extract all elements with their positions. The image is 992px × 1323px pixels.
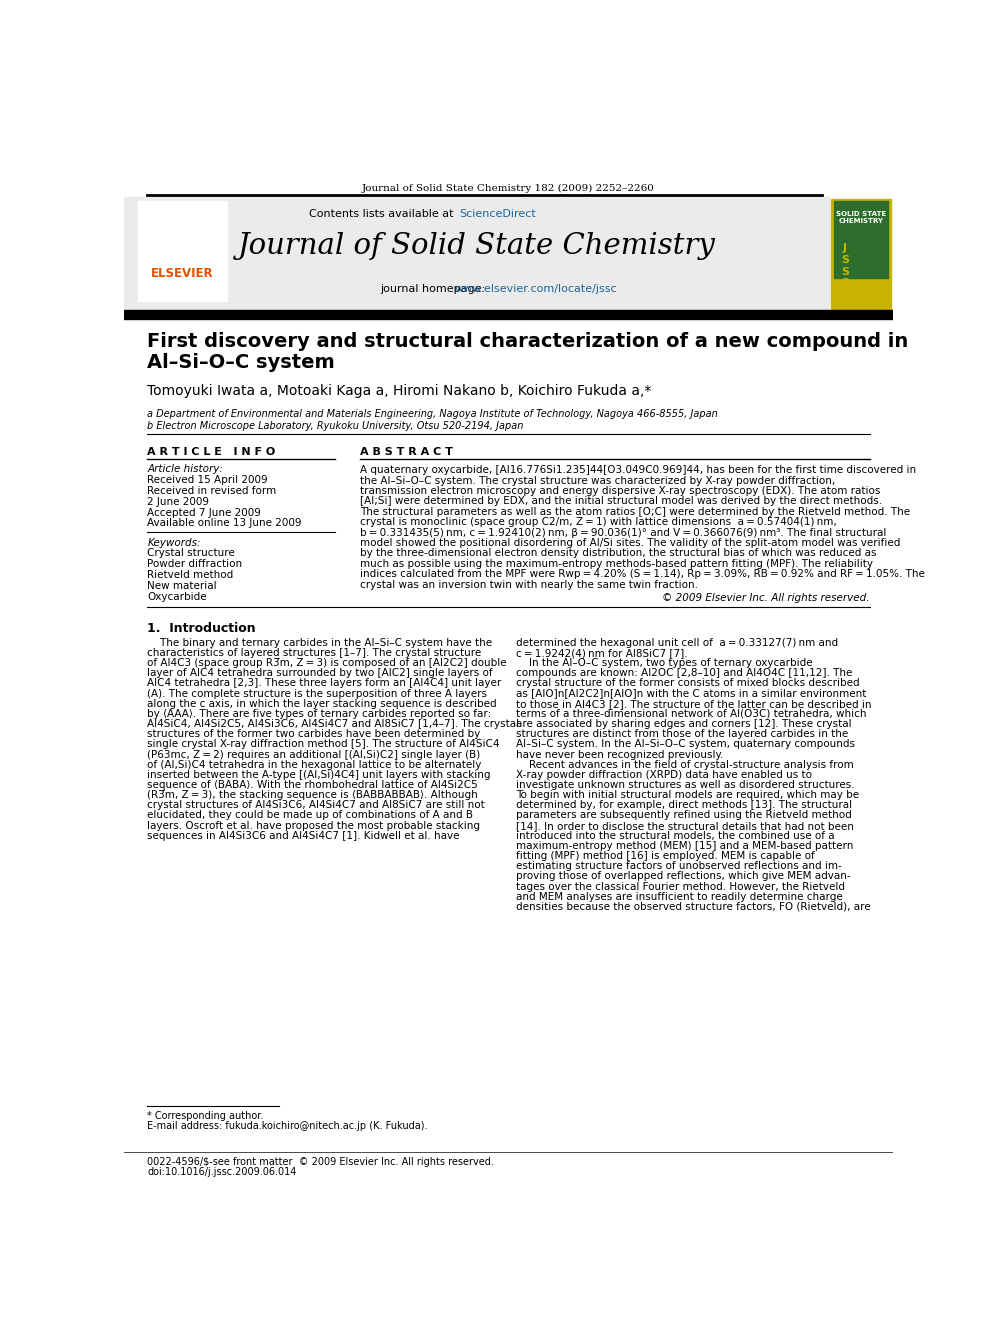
Text: c = 1.9242(4) nm for Al8SiC7 [7].: c = 1.9242(4) nm for Al8SiC7 [7].: [516, 648, 687, 658]
Text: Crystal structure: Crystal structure: [147, 548, 235, 558]
Text: sequence of ⟨BABA⟩. With the rhombohedral lattice of Al4Si2C5: sequence of ⟨BABA⟩. With the rhombohedra…: [147, 781, 478, 790]
Text: structures of the former two carbides have been determined by: structures of the former two carbides ha…: [147, 729, 480, 740]
Text: To begin with initial structural models are required, which may be: To begin with initial structural models …: [516, 790, 859, 800]
Text: J
S
S
C: J S S C: [840, 243, 849, 288]
Text: Powder diffraction: Powder diffraction: [147, 560, 242, 569]
Text: introduced into the structural models, the combined use of a: introduced into the structural models, t…: [516, 831, 835, 841]
Text: fitting (MPF) method [16] is employed. MEM is capable of: fitting (MPF) method [16] is employed. M…: [516, 851, 814, 861]
Text: compounds are known: Al2OC [2,8–10] and Al4O4C [11,12]. The: compounds are known: Al2OC [2,8–10] and …: [516, 668, 852, 679]
Text: parameters are subsequently refined using the Rietveld method: parameters are subsequently refined usin…: [516, 811, 852, 820]
Text: are associated by sharing edges and corners [12]. These crystal: are associated by sharing edges and corn…: [516, 718, 852, 729]
Text: characteristics of layered structures [1–7]. The crystal structure: characteristics of layered structures [1…: [147, 648, 481, 658]
Text: www.elsevier.com/locate/jssc: www.elsevier.com/locate/jssc: [454, 284, 617, 294]
Text: doi:10.1016/j.jssc.2009.06.014: doi:10.1016/j.jssc.2009.06.014: [147, 1167, 297, 1177]
Text: maximum-entropy method (MEM) [15] and a MEM-based pattern: maximum-entropy method (MEM) [15] and a …: [516, 841, 853, 851]
Text: (A). The complete structure is the superposition of three A layers: (A). The complete structure is the super…: [147, 688, 487, 699]
Text: ELSEVIER: ELSEVIER: [151, 266, 213, 279]
Text: to those in Al4C3 [2]. The structure of the latter can be described in: to those in Al4C3 [2]. The structure of …: [516, 699, 872, 709]
Text: proving those of overlapped reflections, which give MEM advan-: proving those of overlapped reflections,…: [516, 872, 851, 881]
Text: crystal structure of the former consists of mixed blocks described: crystal structure of the former consists…: [516, 679, 860, 688]
Text: b = 0.331435(5) nm, c = 1.92410(2) nm, β = 90.036(1)° and V = 0.366076(9) nm³. T: b = 0.331435(5) nm, c = 1.92410(2) nm, β…: [360, 528, 887, 537]
Text: 2 June 2009: 2 June 2009: [147, 497, 209, 507]
Text: A R T I C L E   I N F O: A R T I C L E I N F O: [147, 447, 276, 456]
Text: In the Al–O–C system, two types of ternary oxycarbide: In the Al–O–C system, two types of terna…: [516, 658, 812, 668]
Text: much as possible using the maximum-entropy methods-based pattern fitting (MPF). : much as possible using the maximum-entro…: [360, 558, 873, 569]
Text: layer of AlC4 tetrahedra surrounded by two [AlC2] single layers of: layer of AlC4 tetrahedra surrounded by t…: [147, 668, 493, 679]
Text: as [AlO]n[Al2C2]n[AlO]n with the C atoms in a similar environment: as [AlO]n[Al2C2]n[AlO]n with the C atoms…: [516, 688, 867, 699]
Text: sequences in Al4Si3C6 and Al4Si4C7 [1]. Kidwell et al. have: sequences in Al4Si3C6 and Al4Si4C7 [1]. …: [147, 831, 459, 841]
Text: determined the hexagonal unit cell of  a = 0.33127(7) nm and: determined the hexagonal unit cell of a …: [516, 638, 838, 648]
Text: densities because the observed structure factors, FO (Rietveld), are: densities because the observed structure…: [516, 902, 871, 912]
Text: Al4SiC4, Al4Si2C5, Al4Si3C6, Al4Si4C7 and Al8SiC7 [1,4–7]. The crystal: Al4SiC4, Al4Si2C5, Al4Si3C6, Al4Si4C7 an…: [147, 718, 520, 729]
Text: X-ray powder diffraction (XRPD) data have enabled us to: X-ray powder diffraction (XRPD) data hav…: [516, 770, 812, 779]
Text: Article history:: Article history:: [147, 464, 223, 475]
Text: Recent advances in the field of crystal-structure analysis from: Recent advances in the field of crystal-…: [516, 759, 854, 770]
Text: crystal structures of Al4Si3C6, Al4Si4C7 and Al8SiC7 are still not: crystal structures of Al4Si3C6, Al4Si4C7…: [147, 800, 485, 810]
Bar: [124, 197, 829, 308]
Bar: [124, 310, 893, 319]
Text: Tomoyuki Iwata a, Motoaki Kaga a, Hiromi Nakano b, Koichiro Fukuda a,*: Tomoyuki Iwata a, Motoaki Kaga a, Hiromi…: [147, 384, 652, 398]
Text: of (Al,Si)C4 tetrahedra in the hexagonal lattice to be alternately: of (Al,Si)C4 tetrahedra in the hexagonal…: [147, 759, 482, 770]
Text: single crystal X-ray diffraction method [5]. The structure of Al4SiC4: single crystal X-ray diffraction method …: [147, 740, 500, 749]
Text: A B S T R A C T: A B S T R A C T: [360, 447, 453, 456]
Text: tages over the classical Fourier method. However, the Rietveld: tages over the classical Fourier method.…: [516, 881, 845, 892]
Text: (R3̅m, Z = 3), the stacking sequence is ⟨BABBABBAB⟩. Although: (R3̅m, Z = 3), the stacking sequence is …: [147, 790, 478, 800]
Text: journal homepage:: journal homepage:: [380, 284, 488, 294]
Text: First discovery and structural characterization of a new compound in: First discovery and structural character…: [147, 332, 909, 351]
Text: Received 15 April 2009: Received 15 April 2009: [147, 475, 268, 486]
Text: b Electron Microscope Laboratory, Ryukoku University, Otsu 520-2194, Japan: b Electron Microscope Laboratory, Ryukok…: [147, 421, 524, 430]
Text: Oxycarbide: Oxycarbide: [147, 591, 207, 602]
Text: The binary and ternary carbides in the Al–Si–C system have the: The binary and ternary carbides in the A…: [147, 638, 492, 648]
Text: Accepted 7 June 2009: Accepted 7 June 2009: [147, 508, 261, 517]
Text: [Al;Si] were determined by EDX, and the initial structural model was derived by : [Al;Si] were determined by EDX, and the …: [360, 496, 883, 507]
Text: elucidated, they could be made up of combinations of A and B: elucidated, they could be made up of com…: [147, 811, 473, 820]
Text: Al–Si–O–C system: Al–Si–O–C system: [147, 353, 335, 372]
Text: crystal is monoclinic (space group C2/m, Z = 1) with lattice dimensions  a = 0.5: crystal is monoclinic (space group C2/m,…: [360, 517, 837, 527]
Text: structures are distinct from those of the layered carbides in the: structures are distinct from those of th…: [516, 729, 848, 740]
Text: along the c axis, in which the layer stacking sequence is described: along the c axis, in which the layer sta…: [147, 699, 497, 709]
Text: and MEM analyses are insufficient to readily determine charge: and MEM analyses are insufficient to rea…: [516, 892, 843, 902]
Text: estimating structure factors of unobserved reflections and im-: estimating structure factors of unobserv…: [516, 861, 842, 872]
Text: The structural parameters as well as the atom ratios [O;C] were determined by th: The structural parameters as well as the…: [360, 507, 911, 517]
Text: 1.  Introduction: 1. Introduction: [147, 622, 256, 635]
Text: terms of a three-dimensional network of Al(O3C) tetrahedra, which: terms of a three-dimensional network of …: [516, 709, 867, 718]
Text: crystal was an inversion twin with nearly the same twin fraction.: crystal was an inversion twin with nearl…: [360, 579, 698, 590]
Text: Keywords:: Keywords:: [147, 537, 200, 548]
Text: 0022-4596/$-see front matter  © 2009 Elsevier Inc. All rights reserved.: 0022-4596/$-see front matter © 2009 Else…: [147, 1158, 494, 1167]
Text: [14]. In order to disclose the structural details that had not been: [14]. In order to disclose the structura…: [516, 820, 854, 831]
Text: by ⟨AAA⟩. There are five types of ternary carbides reported so far:: by ⟨AAA⟩. There are five types of ternar…: [147, 709, 491, 718]
Text: Received in revised form: Received in revised form: [147, 486, 277, 496]
Text: © 2009 Elsevier Inc. All rights reserved.: © 2009 Elsevier Inc. All rights reserved…: [662, 593, 870, 603]
Text: Available online 13 June 2009: Available online 13 June 2009: [147, 519, 302, 528]
Text: ScienceDirect: ScienceDirect: [458, 209, 536, 218]
Text: Rietveld method: Rietveld method: [147, 570, 233, 579]
Text: Contents lists available at: Contents lists available at: [310, 209, 457, 218]
Text: Journal of Solid State Chemistry 182 (2009) 2252–2260: Journal of Solid State Chemistry 182 (20…: [362, 184, 655, 193]
Bar: [834, 201, 888, 278]
Text: E-mail address: fukuda.koichiro@nitech.ac.jp (K. Fukuda).: E-mail address: fukuda.koichiro@nitech.a…: [147, 1122, 428, 1131]
Text: A quaternary oxycarbide, [Al16.776Si1.235]44[O3.049C0.969]44, has been for the f: A quaternary oxycarbide, [Al16.776Si1.23…: [360, 466, 917, 475]
Text: investigate unknown structures as well as disordered structures.: investigate unknown structures as well a…: [516, 781, 855, 790]
Text: layers. Oscroft et al. have proposed the most probable stacking: layers. Oscroft et al. have proposed the…: [147, 820, 480, 831]
Bar: [138, 201, 227, 302]
Text: transmission electron microscopy and energy dispersive X-ray spectroscopy (EDX).: transmission electron microscopy and ene…: [360, 486, 881, 496]
Text: by the three-dimensional electron density distribution, the structural bias of w: by the three-dimensional electron densit…: [360, 548, 877, 558]
Text: Journal of Solid State Chemistry: Journal of Solid State Chemistry: [238, 232, 715, 259]
Text: model showed the positional disordering of Al/Si sites. The validity of the spli: model showed the positional disordering …: [360, 538, 901, 548]
Text: determined by, for example, direct methods [13]. The structural: determined by, for example, direct metho…: [516, 800, 852, 810]
Text: inserted between the A-type [(Al,Si)4C4] unit layers with stacking: inserted between the A-type [(Al,Si)4C4]…: [147, 770, 491, 779]
Text: New material: New material: [147, 581, 217, 591]
Bar: [831, 198, 891, 308]
Text: SOLID STATE
CHEMISTRY: SOLID STATE CHEMISTRY: [836, 212, 886, 224]
Text: AlC4 tetrahedra [2,3]. These three layers form an [Al4C4] unit layer: AlC4 tetrahedra [2,3]. These three layer…: [147, 679, 502, 688]
Text: indices calculated from the MPF were Rwp = 4.20% (S = 1.14), Rp = 3.09%, RB = 0.: indices calculated from the MPF were Rwp…: [360, 569, 926, 579]
Text: * Corresponding author.: * Corresponding author.: [147, 1111, 264, 1122]
Text: a Department of Environmental and Materials Engineering, Nagoya Institute of Tec: a Department of Environmental and Materi…: [147, 409, 718, 419]
Text: Al–Si–C system. In the Al–Si–O–C system, quaternary compounds: Al–Si–C system. In the Al–Si–O–C system,…: [516, 740, 855, 749]
Text: the Al–Si–O–C system. The crystal structure was characterized by X-ray powder di: the Al–Si–O–C system. The crystal struct…: [360, 475, 835, 486]
Text: of Al4C3 (space group R3̅m, Z = 3) is composed of an [Al2C2] double: of Al4C3 (space group R3̅m, Z = 3) is co…: [147, 658, 507, 668]
Text: (P63mc, Z = 2) requires an additional [(Al,Si)C2] single layer (B): (P63mc, Z = 2) requires an additional [(…: [147, 750, 480, 759]
Text: have never been recognized previously.: have never been recognized previously.: [516, 750, 723, 759]
